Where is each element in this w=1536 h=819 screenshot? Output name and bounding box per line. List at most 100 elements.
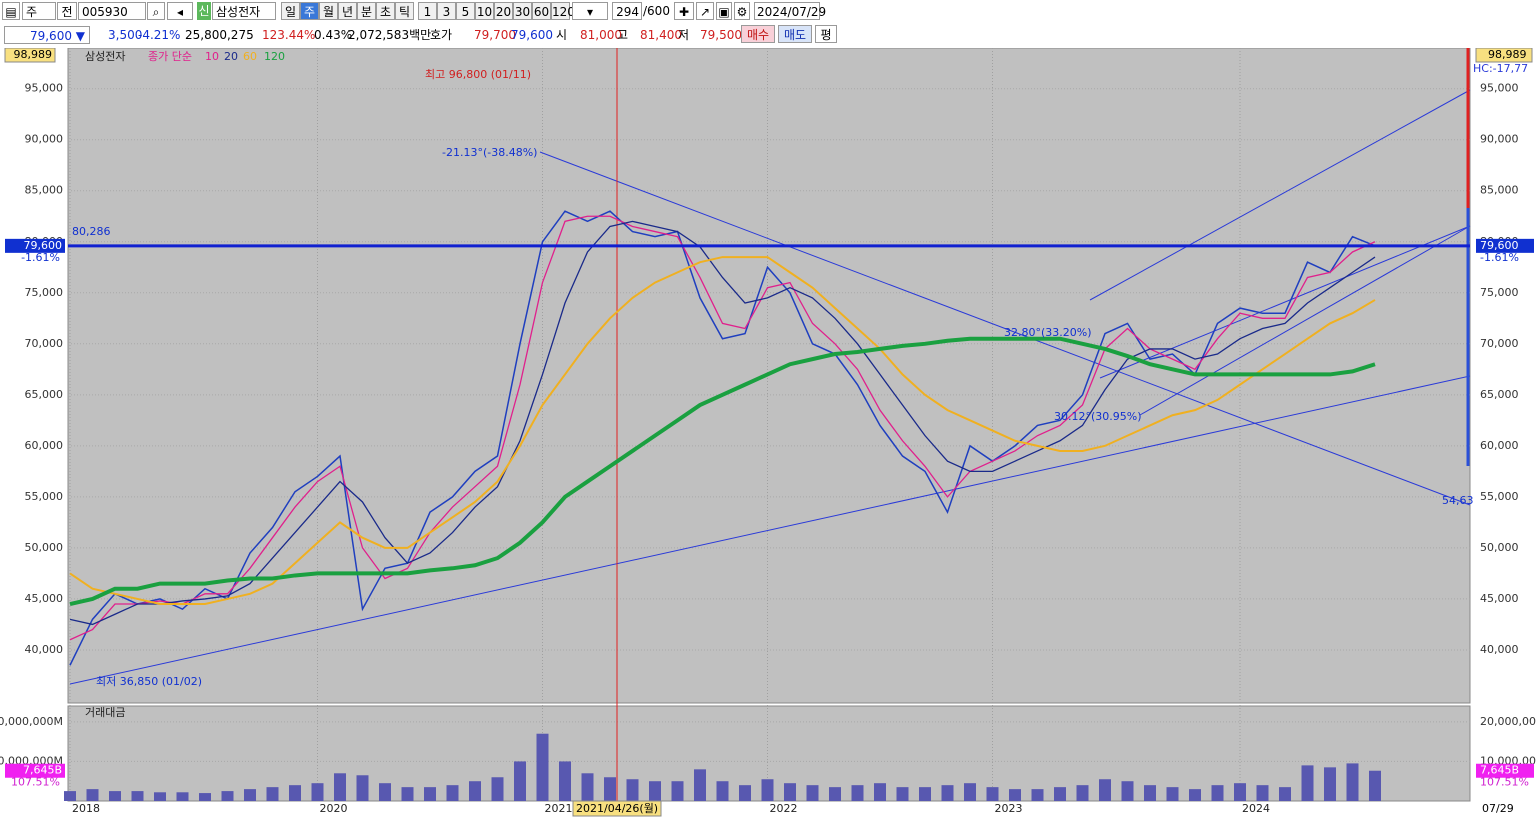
toolbar-button[interactable]: 5 <box>456 2 475 20</box>
y-tick-label: 65,000 <box>25 388 64 401</box>
annotation: 32.80°(33.20%) <box>1004 326 1092 339</box>
toolbar-button[interactable]: 틱 <box>395 2 414 20</box>
tool-button[interactable]: ↗ <box>696 2 714 20</box>
y-tick-label: 45,000 <box>1480 592 1519 605</box>
trend-line <box>539 151 1471 506</box>
toolbar-button[interactable]: 일 <box>281 2 300 20</box>
sell-button[interactable]: 매도 <box>778 25 812 43</box>
current-pct: -1.61% <box>21 251 60 264</box>
volume-bar <box>1256 785 1269 801</box>
history-button[interactable]: ◂ <box>167 2 193 20</box>
search-button[interactable]: ⌕ <box>147 2 165 20</box>
avg-button[interactable]: 평 <box>815 25 837 43</box>
volume-bar <box>64 791 76 801</box>
volume-bar <box>446 785 459 801</box>
volume-bar <box>311 783 324 801</box>
toolbar-button[interactable]: 년 <box>338 2 357 20</box>
legend-entry: 60 <box>243 50 257 63</box>
toolbar-button[interactable]: 10 <box>475 2 494 20</box>
current-box <box>5 238 65 253</box>
y-tick-label: 85,000 <box>25 184 64 197</box>
toolbar-button[interactable]: 120 <box>551 2 575 20</box>
toolbar-button[interactable]: 월 <box>319 2 338 20</box>
low: 79,500 <box>700 28 742 42</box>
turnover: 0.43% <box>314 28 353 42</box>
toolbar-button[interactable]: 30 <box>513 2 532 20</box>
volume-ratio: 123.44% <box>262 28 316 42</box>
volume-bar <box>964 783 976 801</box>
volume-bar <box>199 793 211 801</box>
top-label: 98,989 <box>14 48 53 61</box>
volume-bar <box>514 761 526 801</box>
toolbar-button[interactable]: 60 <box>532 2 551 20</box>
toolbar-button[interactable]: 분 <box>357 2 376 20</box>
volume-bar <box>559 761 571 801</box>
annotation: 최고 96,800 (01/11) <box>425 68 531 81</box>
toolbar-button[interactable]: 주 <box>300 2 319 20</box>
volume-bar <box>986 787 999 801</box>
toolbar-button[interactable]: 초 <box>376 2 395 20</box>
y-tick-label: 85,000 <box>1480 184 1519 197</box>
x-tick-label: 2024 <box>1242 802 1270 815</box>
current-pct: -1.61% <box>1480 251 1519 264</box>
x-tick-label: 2023 <box>995 802 1023 815</box>
annotation: 최저 36,850 (01/02) <box>96 675 202 688</box>
volume-bar <box>1369 770 1381 801</box>
y-tick-label: 20,000,000M <box>1480 715 1536 728</box>
interval-dropdown[interactable]: ▾ <box>572 2 608 20</box>
volume-current: 7,645B <box>1480 764 1519 777</box>
volume-current-box <box>1476 763 1534 778</box>
save-button[interactable]: ▣ <box>716 2 732 20</box>
volume-bar <box>1099 779 1111 801</box>
change: 3,500 <box>108 28 143 42</box>
y-tick-label: 45,000 <box>25 592 64 605</box>
period-select[interactable]: 주 <box>22 2 56 20</box>
toolbar-button[interactable]: 20 <box>494 2 513 20</box>
x-tick-label: 2018 <box>72 802 100 815</box>
y-tick-label: 70,000 <box>25 337 64 350</box>
volume-bar <box>1009 789 1021 801</box>
y-tick-label: 60,000 <box>25 439 64 452</box>
menu-icon[interactable]: ▤ <box>2 2 20 20</box>
volume-bar <box>581 773 594 801</box>
tool-button[interactable]: ✚ <box>674 2 694 20</box>
volume-bar <box>626 779 639 801</box>
volume-bar <box>919 787 931 801</box>
code-input[interactable]: 005930 <box>78 2 146 20</box>
settings-button[interactable]: ⚙ <box>734 2 750 20</box>
volume-current: 7,645B <box>23 764 62 777</box>
chart: 40,000 40,000 45,000 45,000 50,000 50,000 55,0… <box>0 48 1536 817</box>
legend-title: 삼성전자 <box>85 50 125 63</box>
y-tick-label: 65,000 <box>1480 388 1519 401</box>
toolbar-button[interactable]: 1 <box>418 2 437 20</box>
y-tick-label: 75,000 <box>25 286 64 299</box>
y-tick-label: 95,000 <box>1480 82 1519 95</box>
annotation: -21.13°(-38.48%) <box>442 146 537 159</box>
y-tick-label: 20,000,000M <box>0 715 63 728</box>
count-input[interactable]: 294 <box>612 2 642 20</box>
volume-bar <box>1144 785 1156 801</box>
volume-bar <box>896 787 909 801</box>
ma-line <box>69 256 1376 606</box>
y-tick-label: 50,000 <box>25 541 64 554</box>
ma-line <box>69 220 1376 626</box>
current-label: 79,600 <box>1480 239 1519 252</box>
y-tick-label: 90,000 <box>1480 133 1519 146</box>
annotation: 54,63 <box>1442 494 1474 507</box>
x-tick-label: 2020 <box>320 802 348 815</box>
volume-bar <box>1234 783 1246 801</box>
volume-bar <box>154 792 166 801</box>
last-date: 07/29 <box>1482 802 1514 815</box>
trend-line <box>1139 225 1471 416</box>
volume-pct: 107.51% <box>1480 776 1529 789</box>
buy-button[interactable]: 매수 <box>741 25 775 43</box>
volume-current-box <box>5 763 65 778</box>
adjust-select[interactable]: 전 <box>57 2 77 20</box>
volume-bar <box>761 779 774 801</box>
trend-line <box>1099 225 1471 379</box>
date-input[interactable]: 2024/07/29 <box>754 2 826 20</box>
volume-bar <box>401 787 414 801</box>
toolbar-button[interactable]: 3 <box>437 2 456 20</box>
volume-bar <box>379 783 391 801</box>
volume-bar <box>1076 785 1089 801</box>
